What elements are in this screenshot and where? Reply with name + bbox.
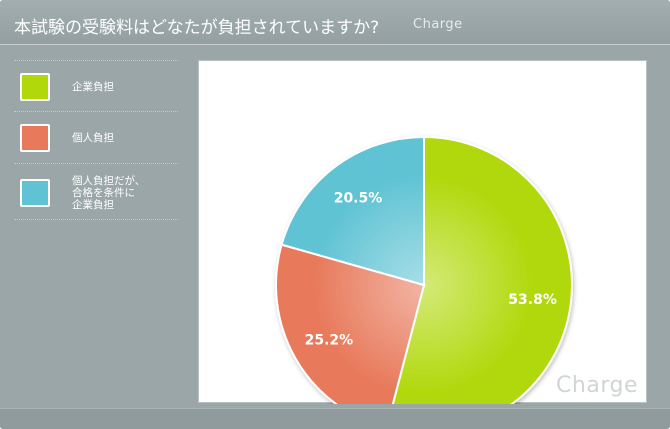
chart-panel: 53.8% 25.2% 20.5% Charge (198, 60, 647, 404)
legend-item: 個人負担だが、 合格を条件に 企業負担 (14, 163, 178, 220)
pie-slice (280, 135, 425, 287)
legend-label: 個人負担 (72, 132, 114, 144)
watermark: Charge (556, 373, 638, 398)
slice-value-label: 20.5% (334, 191, 383, 207)
legend: 企業負担個人負担個人負担だが、 合格を条件に 企業負担 (14, 60, 178, 220)
legend-swatch (20, 179, 50, 207)
slice-value-label: 53.8% (508, 292, 557, 308)
pie-chart: 53.8% 25.2% 20.5% (275, 135, 573, 404)
legend-item: 企業負担 (14, 60, 178, 111)
legend-swatch (20, 124, 50, 152)
legend-item: 個人負担 (14, 111, 178, 163)
footer-bar (0, 408, 670, 429)
legend-label: 個人負担だが、 合格を条件に 企業負担 (72, 175, 146, 211)
pie-slices (275, 135, 573, 404)
header-brand: Charge (413, 17, 463, 32)
header-bar: 本試験の受験料はどなたが負担されていますか? Charge (0, 0, 670, 45)
chart-title: 本試験の受験料はどなたが負担されていますか? (14, 18, 380, 38)
legend-label: 企業負担 (72, 81, 114, 93)
legend-swatch (20, 73, 50, 101)
slice-value-label: 25.2% (305, 332, 354, 348)
pie-slice (391, 135, 573, 404)
pie-slice (275, 243, 426, 404)
